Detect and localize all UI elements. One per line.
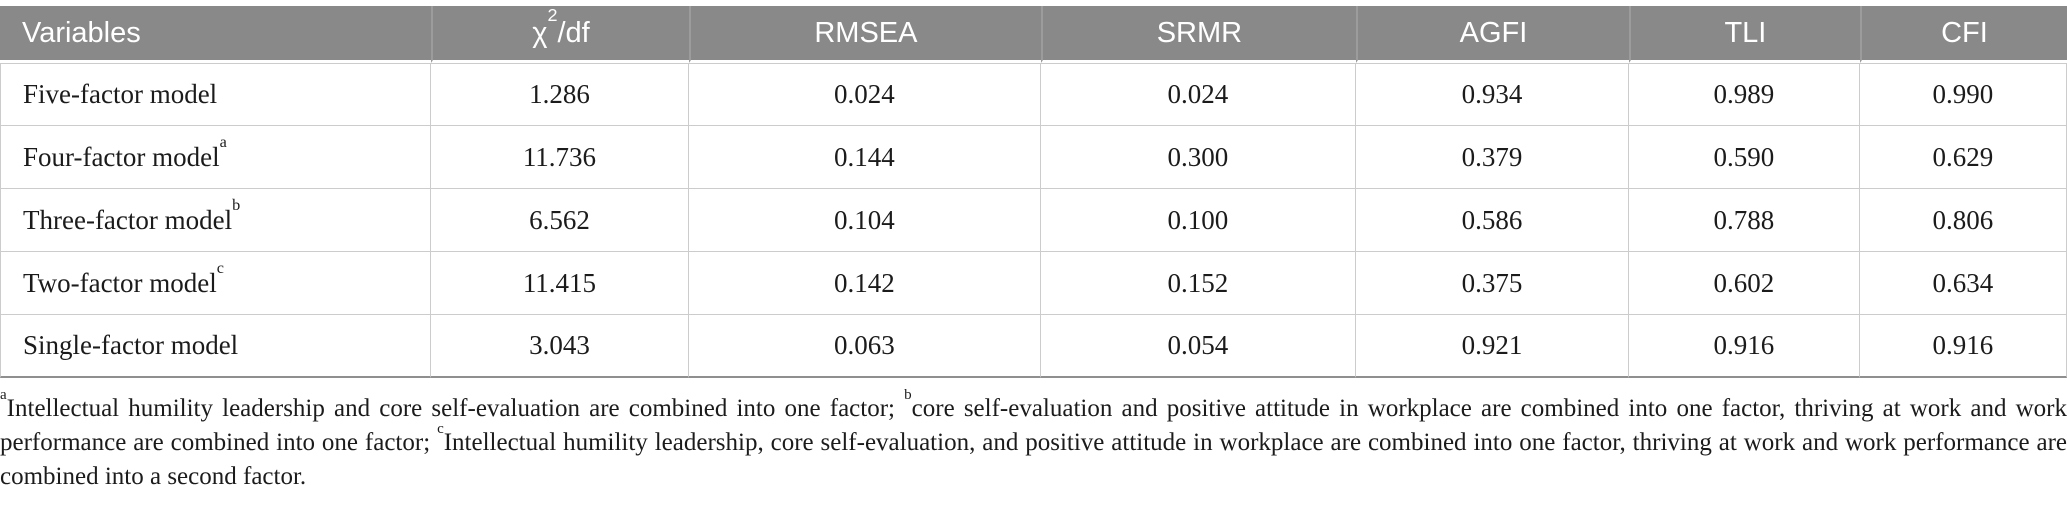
footnote-text-a: Intellectual humility leadership and cor… xyxy=(6,395,905,422)
metric-cell-rmsea: 0.144 xyxy=(688,126,1041,189)
metric-cell-cfi: 0.916 xyxy=(1859,315,2067,378)
metric-cell-chi2-df: 3.043 xyxy=(430,315,689,378)
metric-cell-chi2-df: 6.562 xyxy=(430,189,689,252)
superscript: b xyxy=(232,195,241,214)
page: Variables χ2/df RMSEA SRMR AGFI TLI CFI … xyxy=(0,6,2067,494)
row-label: Two-factor model xyxy=(23,267,217,298)
row-label-cell: Two-factor modelc xyxy=(0,252,431,315)
column-header-chi2-df: χ2/df xyxy=(430,4,689,63)
superscript: c xyxy=(216,258,224,277)
metric-cell-chi2-df: 11.736 xyxy=(430,126,689,189)
metric-cell-cfi: 0.990 xyxy=(1859,63,2067,126)
footnote-text-b: core self-evaluation and positive attitu… xyxy=(0,395,2067,456)
metric-cell-tli: 0.788 xyxy=(1628,189,1860,252)
column-header-agfi: AGFI xyxy=(1355,6,1629,63)
table-row-three-factor-model: Three-factor modelb 6.562 0.104 0.100 0.… xyxy=(0,189,2067,252)
column-header-rmsea: RMSEA xyxy=(688,6,1041,63)
metric-cell-chi2-df: 11.415 xyxy=(430,252,689,315)
column-header-label: AGFI xyxy=(1459,16,1528,49)
metric-cell-srmr: 0.300 xyxy=(1040,126,1356,189)
metric-cell-cfi: 0.629 xyxy=(1859,126,2067,189)
metric-cell-agfi: 0.379 xyxy=(1355,126,1629,189)
row-label-cell: Five-factor model xyxy=(0,63,431,126)
metric-cell-tli: 0.989 xyxy=(1628,63,1860,126)
metric-cell-cfi: 0.634 xyxy=(1859,252,2067,315)
metric-cell-tli: 0.916 xyxy=(1628,315,1860,378)
row-label: Three-factor model xyxy=(23,204,233,235)
metric-cell-rmsea: 0.024 xyxy=(688,63,1041,126)
metric-cell-agfi: 0.921 xyxy=(1355,315,1629,378)
footnote-superscript-a: a xyxy=(0,387,7,404)
row-label-cell: Single-factor model xyxy=(0,315,431,378)
metric-cell-srmr: 0.024 xyxy=(1040,63,1356,126)
footnote-superscript-c: c xyxy=(437,421,444,438)
column-header-label: SRMR xyxy=(1156,16,1243,49)
metric-cell-agfi: 0.934 xyxy=(1355,63,1629,126)
table-footnote: aIntellectual humility leadership and co… xyxy=(0,388,2067,494)
column-header-label: χ xyxy=(532,16,548,49)
table-header-row: Variables χ2/df RMSEA SRMR AGFI TLI CFI xyxy=(0,6,2067,63)
metric-cell-rmsea: 0.142 xyxy=(688,252,1041,315)
column-header-label: Variables xyxy=(22,16,141,49)
row-label-cell: Three-factor modelb xyxy=(0,189,431,252)
metric-cell-srmr: 0.054 xyxy=(1040,315,1356,378)
table-row-five-factor-model: Five-factor model 1.286 0.024 0.024 0.93… xyxy=(0,63,2067,126)
metric-cell-srmr: 0.152 xyxy=(1040,252,1356,315)
metric-cell-rmsea: 0.063 xyxy=(688,315,1041,378)
column-header-variables: Variables xyxy=(0,6,431,63)
column-header-label: TLI xyxy=(1724,16,1767,49)
row-label-cell: Four-factor modela xyxy=(0,126,431,189)
row-label: Single-factor model xyxy=(23,330,239,360)
table-row-two-factor-model: Two-factor modelc 11.415 0.142 0.152 0.3… xyxy=(0,252,2067,315)
row-label: Five-factor model xyxy=(23,79,218,109)
metric-cell-agfi: 0.375 xyxy=(1355,252,1629,315)
column-header-label-suffix: /df xyxy=(557,16,590,49)
superscript: 2 xyxy=(547,4,558,25)
superscript: a xyxy=(219,132,227,151)
column-header-label: RMSEA xyxy=(814,16,918,49)
table-row-single-factor-model: Single-factor model 3.043 0.063 0.054 0.… xyxy=(0,315,2067,378)
column-header-label: CFI xyxy=(1941,16,1988,49)
footnote-superscript-b: b xyxy=(904,387,912,404)
metric-cell-rmsea: 0.104 xyxy=(688,189,1041,252)
metric-cell-tli: 0.590 xyxy=(1628,126,1860,189)
metric-cell-agfi: 0.586 xyxy=(1355,189,1629,252)
model-fit-table: Variables χ2/df RMSEA SRMR AGFI TLI CFI … xyxy=(0,6,2067,378)
metric-cell-tli: 0.602 xyxy=(1628,252,1860,315)
table-row-four-factor-model: Four-factor modela 11.736 0.144 0.300 0.… xyxy=(0,126,2067,189)
column-header-cfi: CFI xyxy=(1859,6,2067,63)
row-label: Four-factor model xyxy=(23,141,220,172)
metric-cell-cfi: 0.806 xyxy=(1859,189,2067,252)
footnote-text-c: Intellectual humility leadership, core s… xyxy=(0,429,2067,490)
column-header-tli: TLI xyxy=(1628,6,1860,63)
column-header-srmr: SRMR xyxy=(1040,6,1356,63)
metric-cell-srmr: 0.100 xyxy=(1040,189,1356,252)
metric-cell-chi2-df: 1.286 xyxy=(430,63,689,126)
